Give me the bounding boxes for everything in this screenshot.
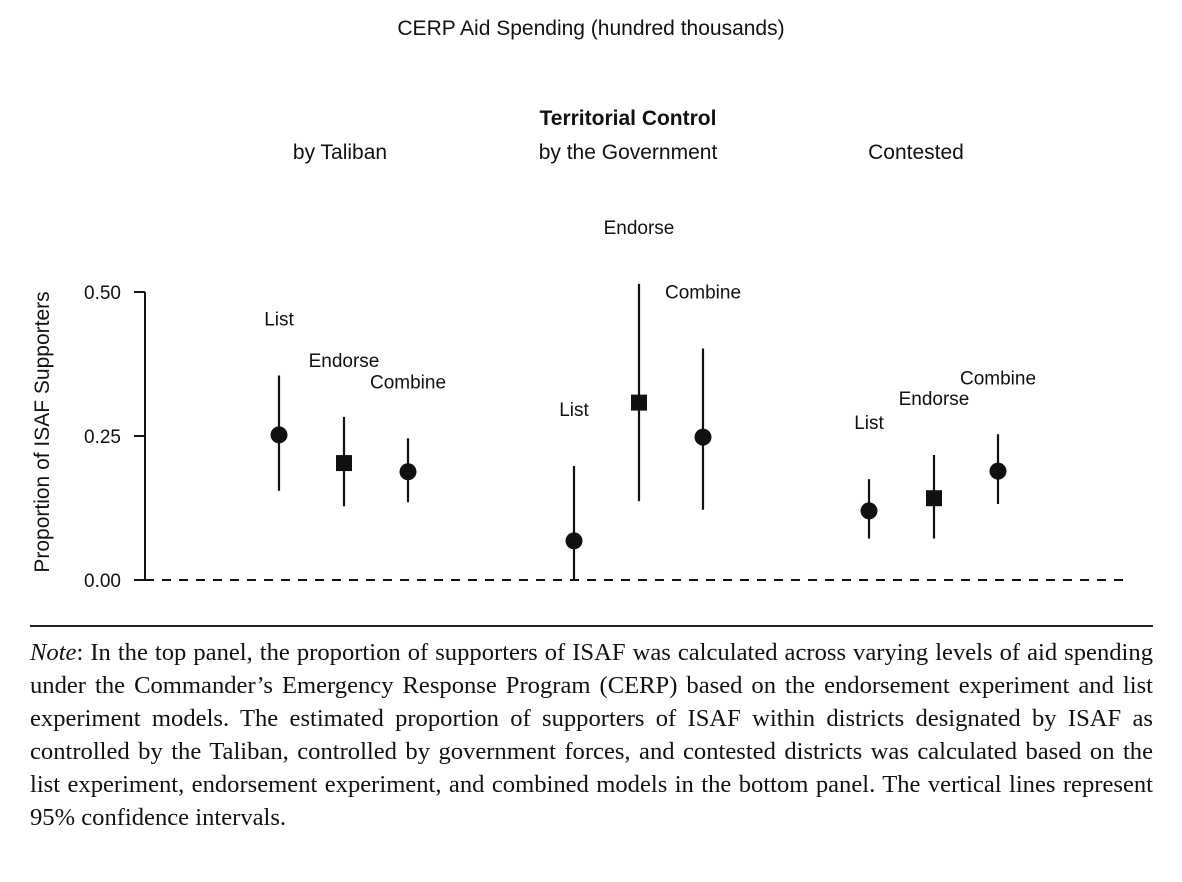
estimate-point: [860, 502, 878, 520]
group-title: by the Government: [539, 141, 718, 164]
estimate-point: [926, 490, 942, 507]
group-title: by Taliban: [293, 141, 387, 164]
chart-title: Territorial Control: [540, 107, 717, 130]
estimates-chart: Territorial Control by Taliban by the Gov…: [31, 107, 1130, 592]
note-text: : In the top panel, the proportion of su…: [30, 639, 1153, 831]
top-panel-title: CERP Aid Spending (hundred thousands): [397, 17, 785, 40]
y-tick-label: 0.25: [84, 427, 121, 448]
group-titles: by Taliban by the Government Contested: [293, 141, 964, 164]
point-label: Endorse: [899, 389, 970, 410]
estimate-point: [565, 532, 583, 550]
point-label: Endorse: [604, 218, 675, 239]
estimate-point: [336, 455, 352, 472]
point-label: List: [264, 310, 294, 331]
point-label: Combine: [370, 372, 446, 393]
point-label: Combine: [665, 282, 741, 303]
point-label: List: [559, 400, 589, 421]
estimate-point: [631, 394, 647, 411]
point-label: Combine: [960, 368, 1036, 389]
y-tick-label: 0.00: [84, 571, 121, 592]
divider-rule: [30, 625, 1153, 627]
estimate-point: [694, 428, 712, 446]
estimate-point: [270, 426, 288, 444]
y-tick-label: 0.50: [84, 283, 121, 304]
figure-note: Note: In the top panel, the proportion o…: [30, 636, 1153, 834]
y-axis-label: Proportion of ISAF Supporters: [31, 291, 54, 572]
point-label: Endorse: [309, 351, 380, 372]
group-title: Contested: [868, 141, 964, 164]
note-label: Note: [30, 639, 77, 666]
chart-marks: ListEndorseCombineListEndorseCombineList…: [264, 218, 1036, 580]
point-label: List: [854, 413, 884, 434]
estimate-point: [989, 462, 1007, 480]
estimate-point: [399, 463, 417, 481]
y-axis: 0.00 0.25 0.50: [84, 283, 146, 592]
